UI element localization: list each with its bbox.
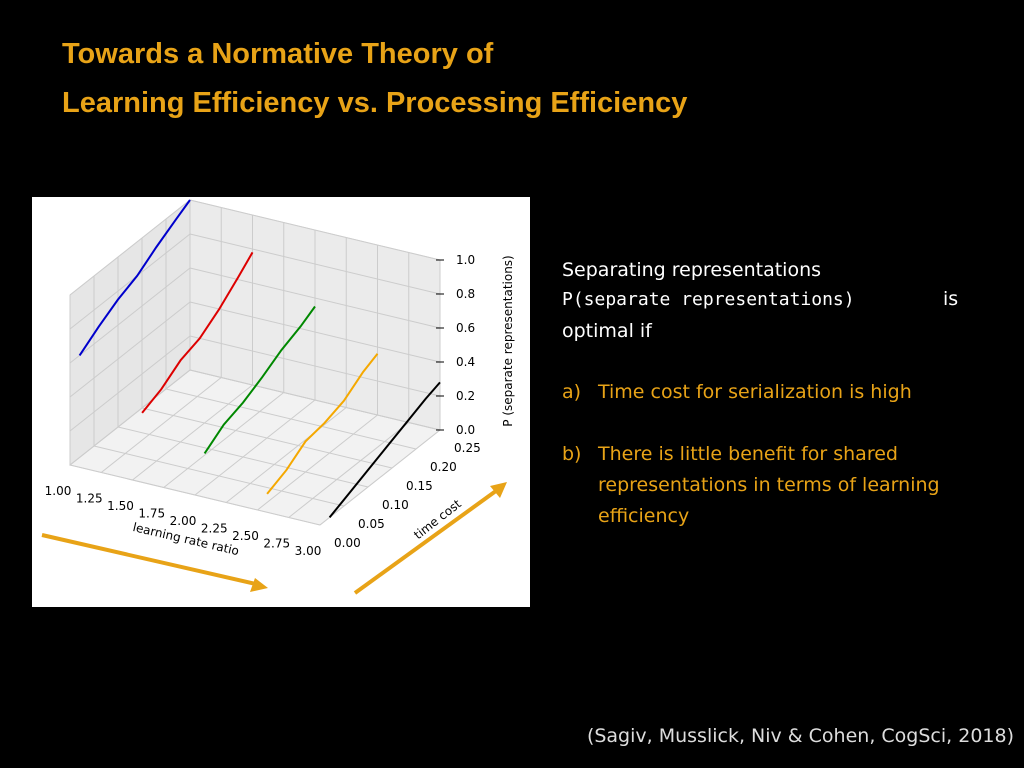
list-marker: a) bbox=[562, 381, 581, 403]
grid-line bbox=[189, 335, 441, 397]
arrow bbox=[41, 533, 261, 587]
series-line bbox=[203, 305, 316, 454]
z-tick-label: 0.0 bbox=[456, 423, 475, 437]
chart: 1.001.251.501.752.002.252.502.753.000.00… bbox=[45, 198, 515, 558]
y-tick-label: 0.00 bbox=[334, 536, 361, 550]
grid-line bbox=[141, 407, 393, 469]
y-tick-label: 0.25 bbox=[454, 441, 481, 455]
x-tick-label: 2.00 bbox=[170, 514, 197, 528]
grid-line bbox=[93, 445, 345, 507]
list-text: efficiency bbox=[598, 505, 689, 527]
text-line: optimal if bbox=[562, 320, 653, 342]
y-tick-label: 0.05 bbox=[358, 517, 385, 531]
z-axis-label: P (separate representations) bbox=[501, 255, 515, 426]
y-tick-label: 0.15 bbox=[406, 479, 433, 493]
z-tick-label: 0.2 bbox=[456, 389, 475, 403]
grid-line bbox=[165, 388, 417, 450]
grid-line bbox=[117, 426, 369, 488]
x-tick-label: 1.75 bbox=[138, 507, 165, 521]
grid-line bbox=[225, 407, 347, 503]
grid-line bbox=[319, 429, 441, 526]
grid-line bbox=[189, 301, 441, 363]
list-text: Time cost for serialization is high bbox=[597, 381, 912, 403]
grid-line bbox=[100, 377, 222, 473]
title-line: Towards a Normative Theory of bbox=[62, 38, 494, 70]
title-line: Learning Efficiency vs. Processing Effic… bbox=[62, 87, 687, 119]
grid-line bbox=[69, 233, 191, 330]
code-text: P(separate representations) bbox=[562, 289, 855, 310]
z-tick-label: 1.0 bbox=[456, 253, 475, 267]
series-line bbox=[141, 251, 254, 414]
list-text: representations in terms of learning bbox=[598, 474, 940, 496]
grid-line bbox=[69, 267, 191, 364]
list-text: There is little benefit for shared bbox=[597, 443, 898, 465]
y-tick-label: 0.20 bbox=[430, 460, 457, 474]
series-line bbox=[266, 353, 379, 495]
grid-line bbox=[69, 464, 321, 526]
grid-line bbox=[189, 369, 441, 431]
z-tick-label: 0.4 bbox=[456, 355, 475, 369]
grid-line bbox=[194, 399, 316, 496]
x-tick-label: 2.75 bbox=[263, 537, 290, 551]
z-tick-label: 0.8 bbox=[456, 287, 475, 301]
x-tick-label: 3.00 bbox=[295, 544, 322, 558]
x-tick-label: 1.25 bbox=[76, 492, 103, 506]
x-tick-label: 1.00 bbox=[45, 484, 72, 498]
grid-line bbox=[288, 422, 410, 518]
arrow-head bbox=[250, 578, 268, 592]
grid-line bbox=[69, 301, 191, 398]
z-tick-label: 0.6 bbox=[456, 321, 475, 335]
grid-line bbox=[69, 199, 191, 296]
text-line: Separating representations bbox=[562, 259, 821, 281]
x-tick-label: 1.50 bbox=[107, 499, 134, 513]
grid-line bbox=[132, 384, 253, 481]
list-marker: b) bbox=[562, 443, 581, 465]
citation: (Sagiv, Musslick, Niv & Cohen, CogSci, 2… bbox=[587, 725, 1014, 747]
grid-line bbox=[163, 392, 285, 488]
y-tick-label: 0.10 bbox=[382, 498, 409, 512]
grid-line bbox=[257, 414, 378, 511]
series-line bbox=[78, 199, 191, 356]
arrow bbox=[353, 486, 502, 595]
x-tick-label: 2.50 bbox=[232, 529, 259, 543]
grid-line bbox=[69, 369, 191, 466]
x-tick-label: 2.25 bbox=[201, 522, 228, 536]
grid-line bbox=[189, 267, 441, 329]
arrow-head bbox=[490, 482, 507, 498]
grid-line bbox=[189, 199, 441, 261]
series-line bbox=[328, 381, 441, 519]
grid-line bbox=[189, 233, 441, 295]
text-line: is bbox=[943, 288, 958, 310]
grid-line bbox=[69, 335, 191, 432]
